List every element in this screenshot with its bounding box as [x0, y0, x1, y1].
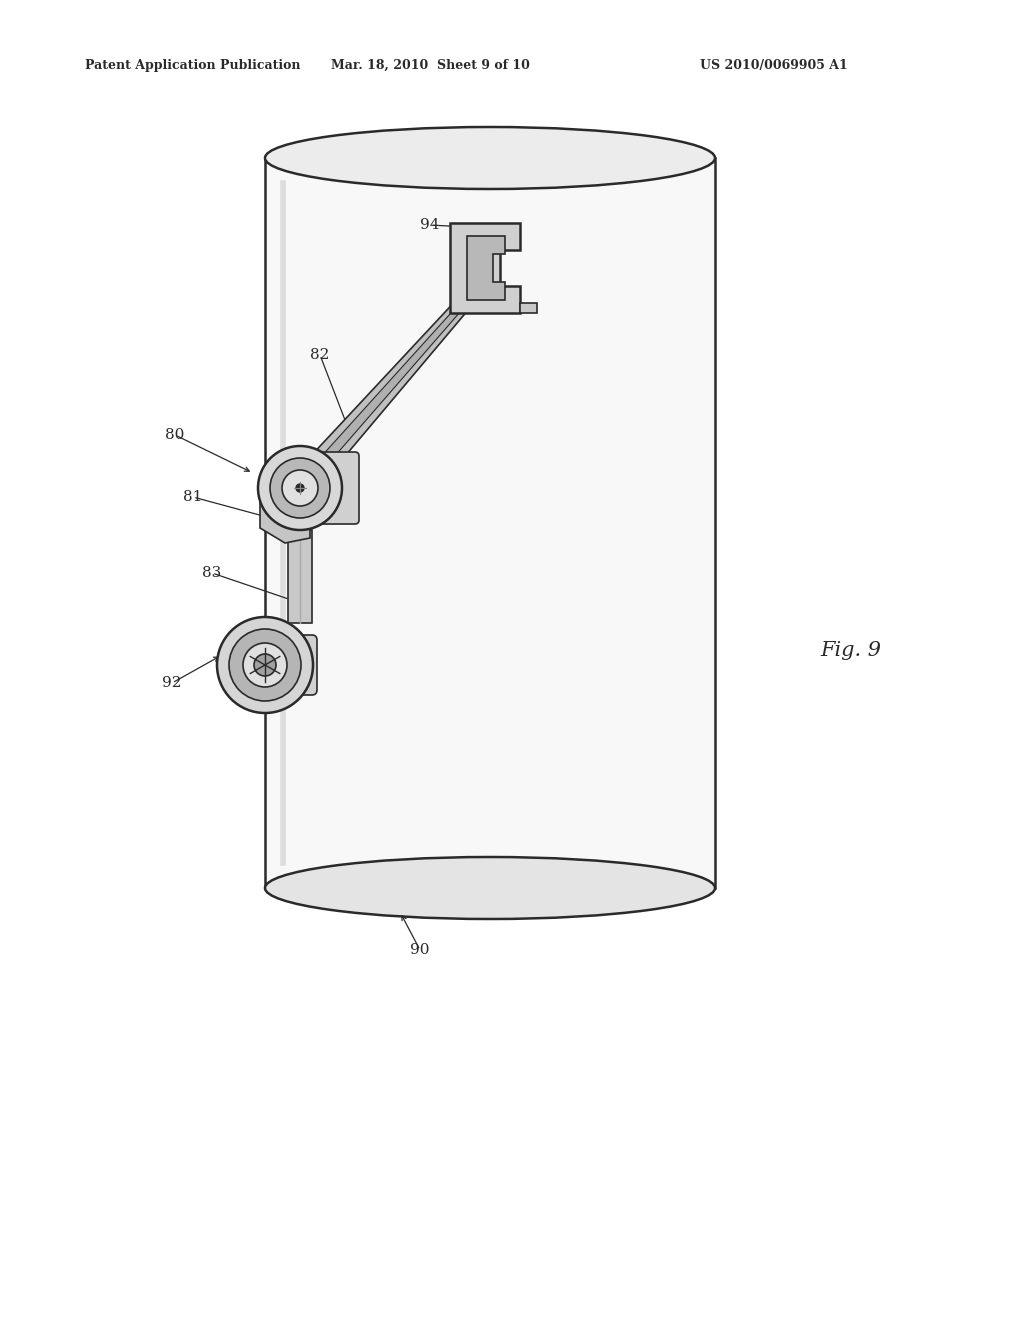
Text: Fig. 9: Fig. 9: [820, 640, 881, 660]
Ellipse shape: [270, 458, 330, 517]
FancyBboxPatch shape: [275, 635, 317, 696]
Text: 80: 80: [165, 428, 184, 442]
Text: 83: 83: [203, 566, 221, 579]
Text: 82: 82: [310, 348, 330, 362]
Polygon shape: [450, 223, 520, 313]
Ellipse shape: [254, 653, 276, 676]
Ellipse shape: [296, 484, 304, 492]
Polygon shape: [260, 500, 310, 543]
Text: 92: 92: [162, 676, 181, 690]
Text: 90: 90: [411, 942, 430, 957]
Polygon shape: [520, 304, 537, 313]
Polygon shape: [467, 236, 505, 300]
Ellipse shape: [217, 616, 313, 713]
Ellipse shape: [243, 643, 287, 686]
Text: 81: 81: [183, 490, 203, 504]
Text: Mar. 18, 2010  Sheet 9 of 10: Mar. 18, 2010 Sheet 9 of 10: [331, 58, 529, 71]
Ellipse shape: [265, 127, 715, 189]
Text: 94: 94: [420, 218, 439, 232]
FancyBboxPatch shape: [306, 451, 359, 524]
Ellipse shape: [265, 857, 715, 919]
Polygon shape: [313, 264, 500, 470]
Ellipse shape: [229, 630, 301, 701]
FancyBboxPatch shape: [265, 158, 715, 888]
Ellipse shape: [282, 470, 318, 506]
Text: Patent Application Publication: Patent Application Publication: [85, 58, 300, 71]
Ellipse shape: [258, 446, 342, 531]
FancyBboxPatch shape: [288, 531, 312, 623]
Polygon shape: [319, 267, 497, 465]
Text: US 2010/0069905 A1: US 2010/0069905 A1: [700, 58, 848, 71]
